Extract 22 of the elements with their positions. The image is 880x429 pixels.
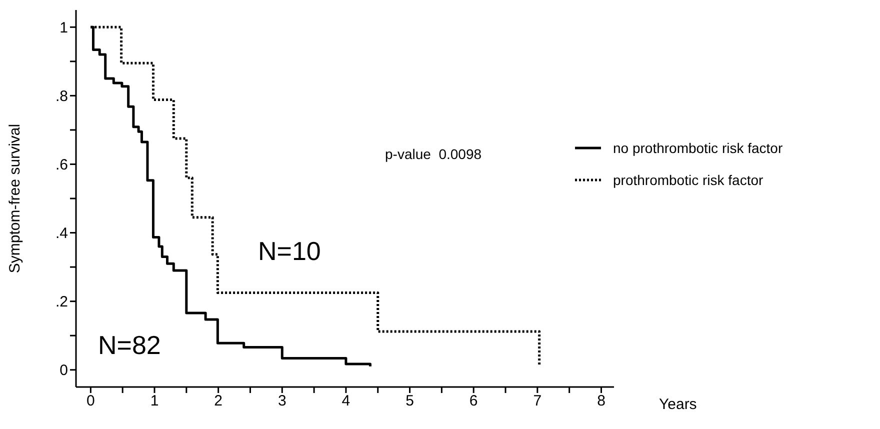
x-tick-label: 0 (86, 392, 95, 410)
x-tick-label: 6 (469, 392, 478, 410)
x-axis-title: Years (659, 396, 697, 413)
annotation: N=10 (258, 236, 321, 267)
y-tick-label: 0 (60, 362, 68, 380)
x-tick-label: 1 (150, 392, 159, 410)
y-tick-label: .6 (55, 156, 68, 174)
x-tick-label: 3 (278, 392, 286, 410)
legend-label: no prothrombotic risk factor (613, 140, 783, 156)
annotation: p-value 0.0098 (385, 146, 482, 162)
x-tick-label: 7 (533, 392, 542, 410)
x-tick-label: 4 (342, 392, 350, 410)
y-tick-label: .8 (55, 88, 68, 106)
legend-label: prothrombotic risk factor (613, 172, 764, 188)
y-tick-label: 1 (60, 19, 68, 36)
y-axis-title: Symptom-free survival (6, 124, 24, 274)
x-tick-label: 8 (597, 392, 606, 410)
annotation: N=82 (98, 330, 161, 361)
x-tick-label: 5 (406, 392, 414, 410)
x-tick-label: 2 (214, 392, 222, 410)
y-tick-label: .4 (55, 225, 68, 242)
y-tick-label: .2 (55, 294, 68, 311)
